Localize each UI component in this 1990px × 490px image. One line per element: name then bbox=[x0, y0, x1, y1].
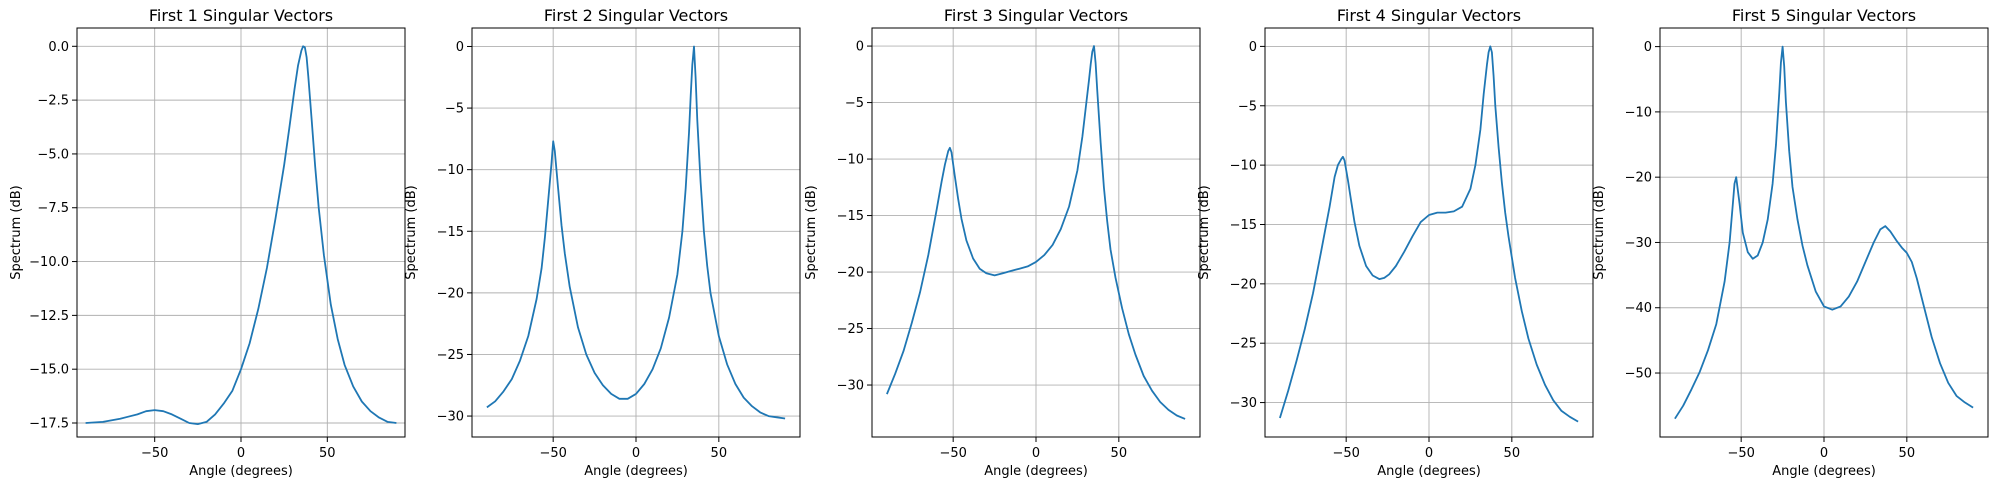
x-axis-label: Angle (degrees) bbox=[1772, 464, 1876, 479]
y-tick-label: −40 bbox=[1625, 301, 1652, 316]
axes-frame bbox=[1264, 27, 1594, 438]
axes-frame bbox=[871, 27, 1201, 438]
x-axis-label: Angle (degrees) bbox=[189, 464, 293, 479]
y-tick-label: −20 bbox=[1230, 277, 1257, 292]
x-tick-label: 0 bbox=[632, 446, 640, 461]
y-tick-label: −20 bbox=[437, 286, 464, 301]
x-axis-label: Angle (degrees) bbox=[1377, 464, 1481, 479]
subplot-2: −50 0 50 0 −5 −10 −15 −20 −25 −30 First 2 Singular… bbox=[404, 6, 801, 479]
y-tick-label: −5 bbox=[445, 102, 464, 117]
x-tick-label: 50 bbox=[1111, 446, 1128, 461]
y-tick-label: −17.5 bbox=[29, 417, 69, 432]
chart-title: First 5 Singular Vectors bbox=[1732, 6, 1916, 25]
x-tick-label: 0 bbox=[1032, 446, 1040, 461]
x-tick-label: 50 bbox=[711, 446, 728, 461]
y-axis-label: Spectrum (dB) bbox=[804, 185, 819, 279]
axes-frame bbox=[471, 27, 801, 438]
x-tick-label: −50 bbox=[1727, 446, 1754, 461]
y-axis-label: Spectrum (dB) bbox=[1592, 185, 1607, 279]
y-tick-label: −2.5 bbox=[37, 94, 69, 109]
chart-title: First 4 Singular Vectors bbox=[1337, 6, 1521, 25]
x-tick-label: −50 bbox=[1332, 446, 1359, 461]
y-tick-label: −25 bbox=[437, 348, 464, 363]
x-axis-label: Angle (degrees) bbox=[984, 464, 1088, 479]
y-tick-label: 0.0 bbox=[48, 40, 69, 55]
y-tick-label: 0 bbox=[1249, 40, 1257, 55]
x-axis-label: Angle (degrees) bbox=[584, 464, 688, 479]
x-tick-label: 50 bbox=[319, 446, 336, 461]
y-tick-label: −15.0 bbox=[29, 363, 69, 378]
x-tick-label: −50 bbox=[539, 446, 566, 461]
y-tick-label: −25 bbox=[1230, 337, 1257, 352]
series-line bbox=[486, 45, 786, 420]
y-tick-label: −5 bbox=[1238, 99, 1257, 114]
y-tick-label: −5 bbox=[845, 96, 864, 111]
chart-title: First 2 Singular Vectors bbox=[544, 6, 728, 25]
x-tick-label: 50 bbox=[1504, 446, 1521, 461]
y-axis-label: Spectrum (dB) bbox=[404, 185, 419, 279]
subplot-1: −50 0 50 0.0 −2.5 −5.0 −7.5 −10.0 −12.5 −15.0 −17.… bbox=[9, 6, 406, 479]
x-tick-label: −50 bbox=[939, 446, 966, 461]
y-tick-label: 0 bbox=[1644, 40, 1652, 55]
series-line bbox=[886, 45, 1186, 420]
x-tick-label: 50 bbox=[1899, 446, 1916, 461]
y-tick-label: −10 bbox=[437, 163, 464, 178]
axes-frame bbox=[1659, 27, 1989, 438]
axes-frame bbox=[76, 27, 406, 438]
chart-title: First 1 Singular Vectors bbox=[149, 6, 333, 25]
y-tick-label: −20 bbox=[837, 266, 864, 281]
y-tick-label: −20 bbox=[1625, 171, 1652, 186]
y-tick-label: −7.5 bbox=[37, 201, 69, 216]
subplot-3: −50 0 50 0 −5 −10 −15 −20 −25 −30 First 3 Singular… bbox=[804, 6, 1201, 479]
subplot-4: −50 0 50 0 −5 −10 −15 −20 −25 −30 First 4 Singular… bbox=[1197, 6, 1594, 479]
y-tick-label: −30 bbox=[1230, 396, 1257, 411]
y-tick-label: −30 bbox=[837, 379, 864, 394]
x-tick-label: −50 bbox=[141, 446, 168, 461]
y-tick-label: −15 bbox=[437, 225, 464, 240]
y-axis-label: Spectrum (dB) bbox=[1197, 185, 1212, 279]
subplot-5: −50 0 50 0 −10 −20 −30 −40 −50 First 5 Singular V… bbox=[1592, 6, 1989, 479]
chart-title: First 3 Singular Vectors bbox=[944, 6, 1128, 25]
x-tick-label: 0 bbox=[237, 446, 245, 461]
y-tick-label: −30 bbox=[1625, 236, 1652, 251]
y-tick-label: −10 bbox=[837, 153, 864, 168]
y-tick-label: −10 bbox=[1625, 105, 1652, 120]
y-tick-label: −15 bbox=[1230, 218, 1257, 233]
x-tick-label: 0 bbox=[1820, 446, 1828, 461]
series-line bbox=[85, 45, 397, 425]
y-tick-label: −12.5 bbox=[29, 309, 69, 324]
y-tick-label: 0 bbox=[456, 40, 464, 55]
y-axis-label: Spectrum (dB) bbox=[9, 185, 24, 279]
series-line bbox=[1674, 45, 1974, 420]
y-tick-label: −50 bbox=[1625, 367, 1652, 382]
y-tick-label: −10 bbox=[1230, 159, 1257, 174]
y-tick-label: −10.0 bbox=[29, 255, 69, 270]
series-line bbox=[1279, 45, 1579, 423]
y-tick-label: 0 bbox=[856, 40, 864, 55]
y-tick-label: −30 bbox=[437, 410, 464, 425]
y-tick-label: −15 bbox=[837, 209, 864, 224]
y-tick-label: −5.0 bbox=[37, 147, 69, 162]
y-tick-label: −25 bbox=[837, 322, 864, 337]
x-tick-label: 0 bbox=[1425, 446, 1433, 461]
